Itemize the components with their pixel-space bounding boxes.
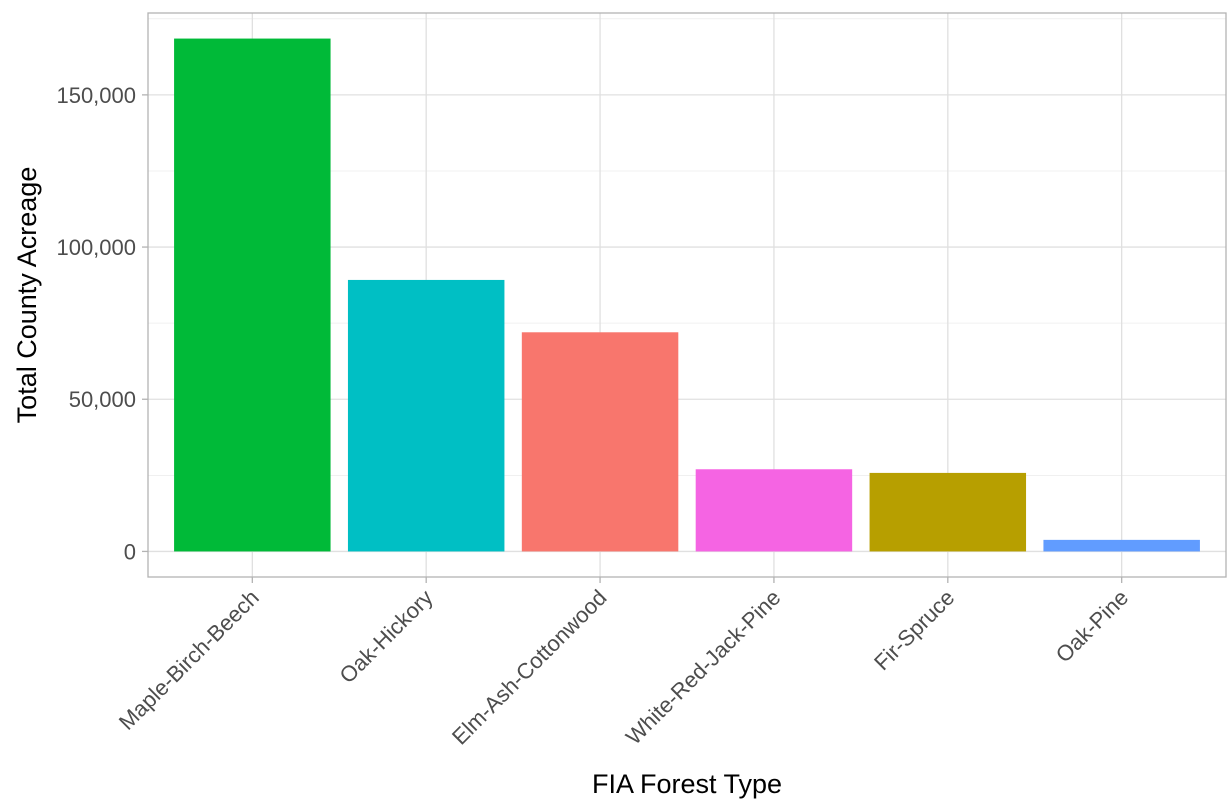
y-tick-label: 0 [124, 539, 136, 564]
bar-maple-birch-beech [174, 38, 331, 552]
y-tick-label: 100,000 [56, 235, 136, 260]
bar-oak-hickory [347, 279, 505, 552]
bars [174, 38, 1200, 552]
bar-oak-pine [1043, 539, 1200, 552]
y-tick-label: 50,000 [69, 387, 136, 412]
bar-elm-ash-cottonwood [521, 332, 679, 552]
y-tick-label: 150,000 [56, 83, 136, 108]
plot-panel-border [147, 12, 1227, 578]
y-axis-title: Total County Acreage [12, 167, 42, 424]
bar-fir-spruce [869, 472, 1027, 552]
x-axis-title: FIA Forest Type [592, 769, 782, 799]
y-axis-ticks: 0 50,000 100,000 150,000 [56, 83, 148, 564]
bar-white-red-jack-pine [695, 469, 853, 552]
